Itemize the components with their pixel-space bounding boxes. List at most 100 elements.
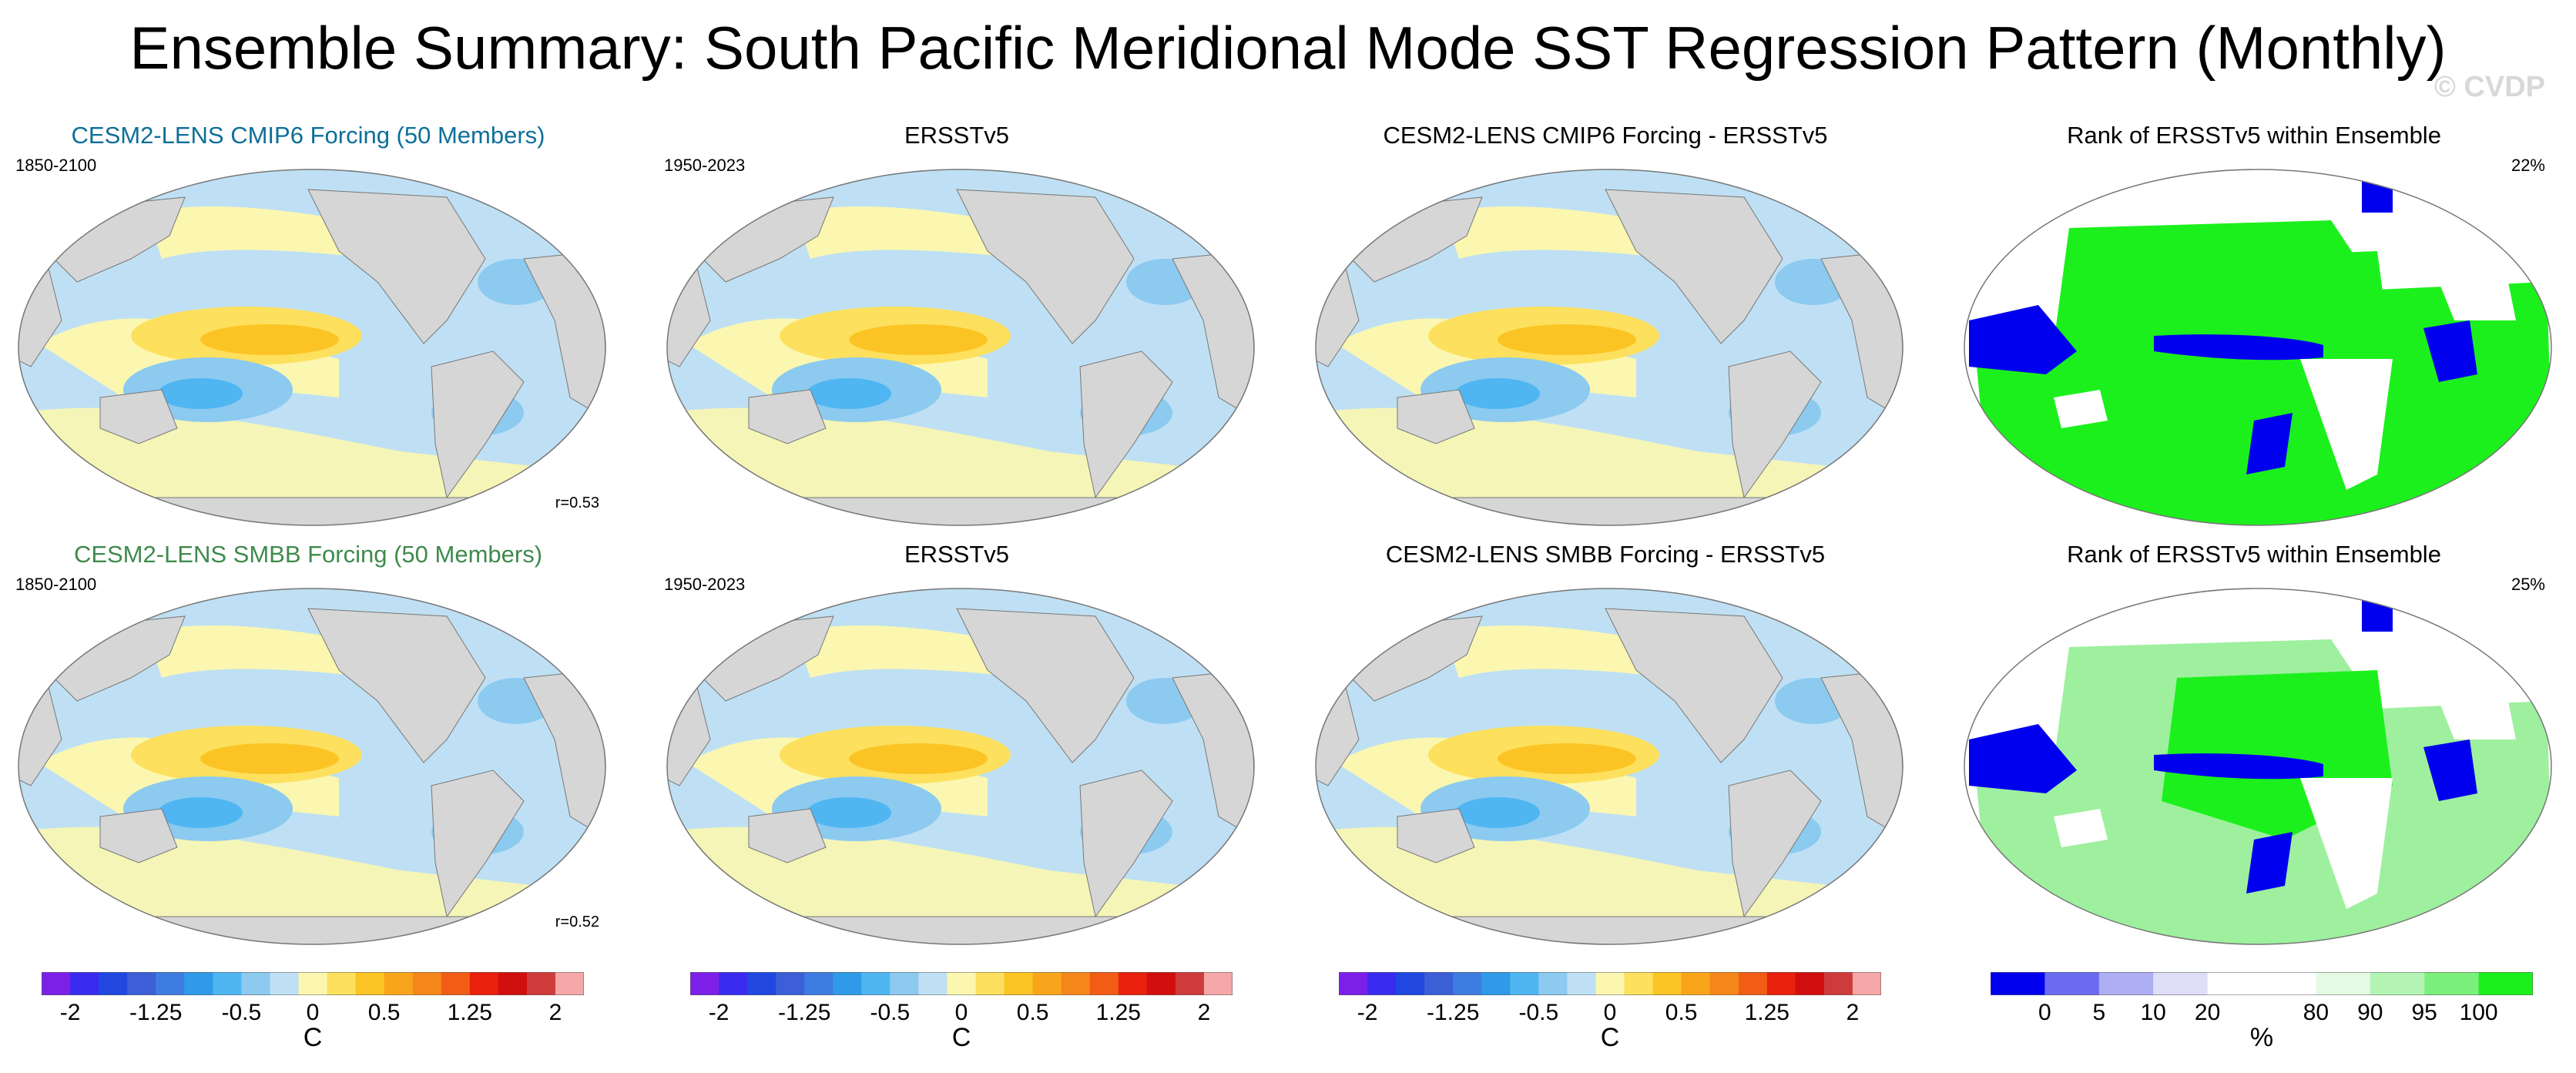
sst-regression-map bbox=[15, 585, 609, 951]
colorbar-swatch bbox=[1004, 972, 1034, 995]
colorbar-tick-label: -0.5 bbox=[870, 1000, 911, 1025]
colorbar-swatch bbox=[804, 972, 834, 995]
colorbar-swatch bbox=[1624, 972, 1654, 995]
colorbar-swatch bbox=[890, 972, 919, 995]
colorbar-swatch bbox=[1510, 972, 1539, 995]
colorbar-swatch bbox=[1738, 972, 1768, 995]
sst-regression-map bbox=[15, 166, 609, 532]
colorbar-swatch bbox=[2424, 972, 2480, 995]
colorbar-swatch bbox=[1424, 972, 1454, 995]
colorbar-swatch bbox=[2262, 972, 2316, 995]
pattern-correlation: r=0.53 bbox=[555, 495, 599, 511]
rank-map bbox=[1961, 585, 2554, 951]
colorbar-swatch bbox=[412, 972, 442, 995]
colorbar-swatch bbox=[184, 972, 213, 995]
colorbar-swatch bbox=[1709, 972, 1739, 995]
colorbar-tick-label: 0 bbox=[954, 1000, 968, 1025]
colorbar-swatch bbox=[1339, 972, 1368, 995]
colorbar-tick-label: 0 bbox=[1603, 1000, 1617, 1025]
colorbar-tick-label: -2 bbox=[59, 1000, 81, 1025]
percent-label: 22% bbox=[2511, 156, 2545, 175]
map-panel: ERSSTv5 1950-2023 bbox=[649, 539, 1265, 971]
colorbar-tick-label: 5 bbox=[2092, 1000, 2106, 1025]
colorbar-swatch bbox=[947, 972, 977, 995]
map-panel: ERSSTv5 1950-2023 bbox=[649, 120, 1265, 552]
colorbar-tick-label: 0.5 bbox=[367, 1000, 401, 1025]
panel-title: ERSSTv5 bbox=[904, 541, 1010, 568]
colorbar-tick-label: 90 bbox=[2357, 1000, 2383, 1025]
colorbar-tick-label: 20 bbox=[2194, 1000, 2221, 1025]
figure-title: Ensemble Summary: South Pacific Meridion… bbox=[129, 14, 2447, 82]
panel-title: CESM2-LENS SMBB Forcing (50 Members) bbox=[73, 541, 543, 568]
colorbar-tick-label: -2 bbox=[708, 1000, 730, 1025]
colorbar-tick-label: 1.25 bbox=[1095, 1000, 1141, 1025]
watermark: © CVDP bbox=[2433, 71, 2545, 103]
colorbar-tick-label: -1.25 bbox=[129, 1000, 183, 1025]
colorbar-tick-label: 0.5 bbox=[1665, 1000, 1698, 1025]
colorbar-unit-label: C bbox=[951, 1023, 971, 1052]
colorbar-swatch bbox=[2098, 972, 2154, 995]
pattern-correlation: r=0.52 bbox=[555, 914, 599, 930]
colorbar-swatch bbox=[918, 972, 948, 995]
colorbar-tick-label: -1.25 bbox=[778, 1000, 831, 1025]
colorbar-swatch bbox=[526, 972, 556, 995]
colorbar-tick-label: 1.25 bbox=[1744, 1000, 1789, 1025]
rank-map bbox=[1961, 166, 2554, 532]
colorbar-swatch bbox=[2044, 972, 2100, 995]
sst-regression-map bbox=[664, 166, 1257, 532]
colorbar-tick-label: -1.25 bbox=[1427, 1000, 1480, 1025]
colorbar-swatch bbox=[776, 972, 805, 995]
colorbar-swatch bbox=[1175, 972, 1205, 995]
colorbar-swatch bbox=[270, 972, 299, 995]
map-panel: CESM2-LENS CMIP6 Forcing - ERSSTv5 bbox=[1297, 120, 1914, 552]
colorbar-swatch bbox=[241, 972, 270, 995]
colorbar-swatch bbox=[1481, 972, 1511, 995]
colorbar-swatch bbox=[1089, 972, 1119, 995]
map-panel: CESM2-LENS SMBB Forcing (50 Members) 1850… bbox=[0, 539, 616, 971]
period-label: 1850-2100 bbox=[15, 575, 97, 594]
colorbar-swatch bbox=[1538, 972, 1568, 995]
map-panel: Rank of ERSSTv5 within Ensemble 22% bbox=[1946, 120, 2562, 552]
colorbar-swatch bbox=[498, 972, 528, 995]
colorbar-swatch bbox=[833, 972, 862, 995]
sst-regression-map bbox=[1313, 166, 1906, 532]
panel-title: CESM2-LENS SMBB Forcing - ERSSTv5 bbox=[1385, 541, 1826, 568]
colorbar-swatch bbox=[2478, 972, 2533, 995]
colorbar-tick-label: 0 bbox=[306, 1000, 320, 1025]
period-label: 1950-2023 bbox=[664, 156, 746, 175]
colorbar-swatch bbox=[1032, 972, 1062, 995]
sst-regression-map bbox=[664, 585, 1257, 951]
panel-title: CESM2-LENS CMIP6 Forcing (50 Members) bbox=[71, 122, 545, 149]
colorbar-tick-label: 95 bbox=[2411, 1000, 2437, 1025]
colorbar-swatch bbox=[2316, 972, 2371, 995]
panel-title: CESM2-LENS CMIP6 Forcing - ERSSTv5 bbox=[1383, 122, 1828, 149]
colorbar-unit-label: C bbox=[303, 1023, 323, 1052]
colorbar-tick-label: -2 bbox=[1357, 1000, 1378, 1025]
colorbar-swatch bbox=[1203, 972, 1233, 995]
colorbar: -2 -1.25 -0.5 0 0.5 1.25 2 C bbox=[42, 972, 596, 1057]
colorbar-tick-label: 1.25 bbox=[447, 1000, 492, 1025]
colorbar: 0 5 10 20 80 90 95 100% bbox=[1991, 972, 2545, 1057]
colorbar-swatch bbox=[70, 972, 99, 995]
map-panel: Rank of ERSSTv5 within Ensemble 25% bbox=[1946, 539, 2562, 971]
colorbar-swatch bbox=[327, 972, 357, 995]
colorbar-tick-label: -0.5 bbox=[221, 1000, 262, 1025]
colorbar-tick-label: 2 bbox=[1846, 1000, 1860, 1025]
map-panel: CESM2-LENS CMIP6 Forcing (50 Members) 185… bbox=[0, 120, 616, 552]
colorbar-tick-label: 100 bbox=[2459, 1000, 2498, 1025]
colorbar-unit-label: % bbox=[2249, 1023, 2274, 1052]
colorbar-swatch bbox=[42, 972, 71, 995]
colorbar-swatch bbox=[384, 972, 414, 995]
colorbar-swatch bbox=[1823, 972, 1853, 995]
percent-label: 25% bbox=[2511, 575, 2545, 594]
colorbar-tick-label: 0 bbox=[2038, 1000, 2051, 1025]
colorbar-swatch bbox=[99, 972, 128, 995]
sst-regression-map bbox=[1313, 585, 1906, 951]
colorbar-swatch bbox=[127, 972, 156, 995]
colorbar-swatch bbox=[1453, 972, 1482, 995]
colorbar-tick-label: -0.5 bbox=[1518, 1000, 1559, 1025]
colorbar-swatch bbox=[441, 972, 471, 995]
colorbar-swatch bbox=[2153, 972, 2209, 995]
colorbar-swatch bbox=[555, 972, 584, 995]
colorbar-swatch bbox=[213, 972, 242, 995]
